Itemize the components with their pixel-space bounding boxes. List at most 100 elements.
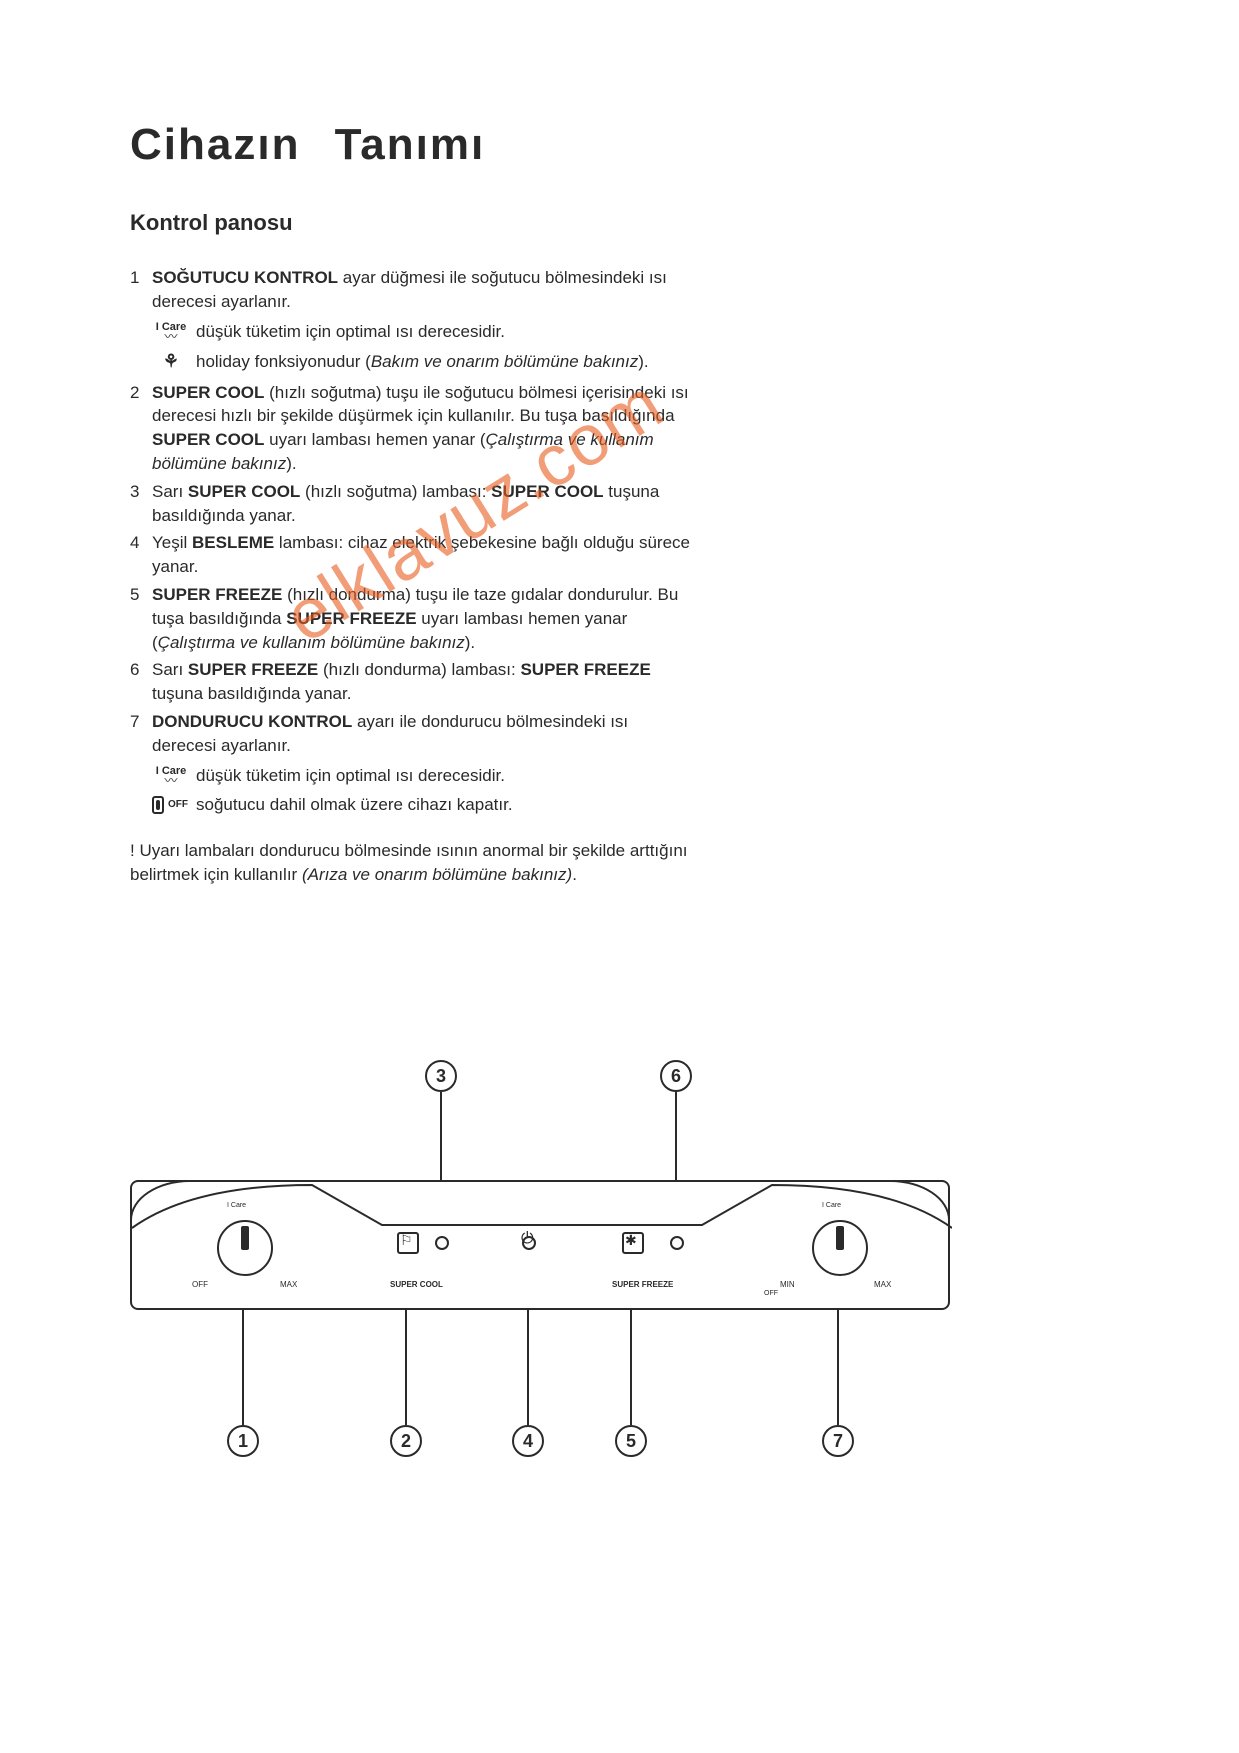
icare-icon: I Care 〰 bbox=[152, 322, 190, 341]
italic-text: (Arıza ve onarım bölümüne bakınız) bbox=[302, 865, 572, 884]
text: ). bbox=[286, 454, 296, 473]
top-callouts: 3 6 bbox=[130, 1060, 950, 1180]
callout-line bbox=[405, 1310, 407, 1425]
text: düşük tüketim için optimal ısı derecesid… bbox=[196, 320, 505, 344]
item-body: SUPER FREEZE (hızlı dondurma) tuşu ile t… bbox=[152, 583, 690, 654]
item-number: 1 bbox=[130, 266, 152, 314]
icare-note: I Care 〰 düşük tüketim için optimal ısı … bbox=[152, 320, 690, 344]
page-title: Cihazın Tanımı bbox=[130, 120, 1109, 170]
text: (hızlı dondurma) lambası: bbox=[318, 660, 520, 679]
warning-note: ! Uyarı lambaları dondurucu bölmesinde ı… bbox=[130, 839, 690, 887]
callout-3: 3 bbox=[425, 1060, 457, 1092]
bold-text: SUPER COOL bbox=[491, 482, 603, 501]
off-tiny-2: OFF bbox=[764, 1290, 778, 1297]
icare-tiny-2: I Care bbox=[822, 1202, 841, 1209]
content-list: 1 SOĞUTUCU KONTROL ayar düğmesi ile soğu… bbox=[130, 266, 690, 817]
text: . bbox=[572, 865, 577, 884]
snowflake-icon: ✱ bbox=[625, 1232, 637, 1249]
bold-text: SUPER FREEZE bbox=[520, 660, 650, 679]
text: düşük tüketim için optimal ısı derecesid… bbox=[196, 764, 505, 788]
bold-text: SUPER COOL bbox=[152, 430, 264, 449]
off-tiny: OFF bbox=[192, 1280, 208, 1289]
item-number: 4 bbox=[130, 531, 152, 579]
bold-text: SUPER COOL bbox=[188, 482, 300, 501]
bold-text: SUPER FREEZE bbox=[152, 585, 282, 604]
text: holiday fonksiyonudur (Bakım ve onarım b… bbox=[196, 350, 649, 374]
italic-text: Bakım ve onarım bölümüne bakınız bbox=[371, 352, 638, 371]
list-item: 6 Sarı SUPER FREEZE (hızlı dondurma) lam… bbox=[130, 658, 690, 706]
item-number: 2 bbox=[130, 381, 152, 476]
icare-note-2: I Care 〰 düşük tüketim için optimal ısı … bbox=[152, 764, 690, 788]
callout-4: 4 bbox=[512, 1425, 544, 1457]
icare-icon: I Care 〰 bbox=[152, 766, 190, 785]
callout-line bbox=[527, 1310, 529, 1425]
bold-text: SOĞUTUCU KONTROL bbox=[152, 268, 338, 287]
freezer-knob bbox=[812, 1220, 868, 1276]
callout-line bbox=[630, 1310, 632, 1425]
item-number: 7 bbox=[130, 710, 152, 758]
callout-line bbox=[837, 1310, 839, 1425]
bold-text: DONDURUCU KONTROL bbox=[152, 712, 352, 731]
callout-5: 5 bbox=[615, 1425, 647, 1457]
callout-line bbox=[440, 1092, 442, 1182]
holiday-icon: ⚘ bbox=[152, 349, 190, 374]
text: Sarı bbox=[152, 660, 188, 679]
item-body: Yeşil BESLEME lambası: cihaz elektrik şe… bbox=[152, 531, 690, 579]
list-item: 4 Yeşil BESLEME lambası: cihaz elektrik … bbox=[130, 531, 690, 579]
bold-text: BESLEME bbox=[192, 533, 274, 552]
bold-text: SUPER FREEZE bbox=[188, 660, 318, 679]
cooler-knob bbox=[217, 1220, 273, 1276]
supercool-led bbox=[435, 1236, 449, 1250]
callout-6: 6 bbox=[660, 1060, 692, 1092]
control-panel: I Care OFF MAX ⚐ SUPER COOL ⏻ ✱ SUPER FR… bbox=[130, 1180, 950, 1310]
bold-text: SUPER FREEZE bbox=[286, 609, 416, 628]
list-item: 7 DONDURUCU KONTROL ayarı ile dondurucu … bbox=[130, 710, 690, 758]
item-body: Sarı SUPER FREEZE (hızlı dondurma) lamba… bbox=[152, 658, 690, 706]
superfreeze-label: SUPER FREEZE bbox=[612, 1280, 673, 1289]
list-item: 2 SUPER COOL (hızlı soğutma) tuşu ile so… bbox=[130, 381, 690, 476]
callout-7: 7 bbox=[822, 1425, 854, 1457]
off-note: OFF soğutucu dahil olmak üzere cihazı ka… bbox=[152, 793, 690, 817]
icare-tiny: I Care bbox=[227, 1202, 246, 1209]
list-item: 1 SOĞUTUCU KONTROL ayar düğmesi ile soğu… bbox=[130, 266, 690, 314]
switch-icon bbox=[152, 796, 164, 814]
supercool-label: SUPER COOL bbox=[390, 1280, 443, 1289]
bottom-callouts: 1 2 4 5 7 bbox=[130, 1310, 950, 1470]
text: tuşuna basıldığında yanar. bbox=[152, 684, 351, 703]
holiday-note: ⚘ holiday fonksiyonudur (Bakım ve onarım… bbox=[152, 349, 690, 374]
callout-line bbox=[675, 1092, 677, 1182]
text: (hızlı soğutma) lambası: bbox=[300, 482, 491, 501]
off-icon: OFF bbox=[152, 796, 190, 814]
text: ). bbox=[465, 633, 475, 652]
text: soğutucu dahil olmak üzere cihazı kapatı… bbox=[196, 793, 513, 817]
callout-line bbox=[242, 1310, 244, 1425]
off-label: OFF bbox=[168, 798, 188, 812]
text: Sarı bbox=[152, 482, 188, 501]
item-number: 6 bbox=[130, 658, 152, 706]
item-body: DONDURUCU KONTROL ayarı ile dondurucu bö… bbox=[152, 710, 690, 758]
power-icon: ⏻ bbox=[521, 1230, 534, 1248]
text: ). bbox=[638, 352, 648, 371]
callout-1: 1 bbox=[227, 1425, 259, 1457]
text: uyarı lambası hemen yanar ( bbox=[264, 430, 485, 449]
callout-2: 2 bbox=[390, 1425, 422, 1457]
max-tiny: MAX bbox=[280, 1280, 297, 1289]
superfreeze-led bbox=[670, 1236, 684, 1250]
swoosh-icon: 〰 bbox=[152, 777, 190, 785]
section-subtitle: Kontrol panosu bbox=[130, 210, 1109, 236]
list-item: 3 Sarı SUPER COOL (hızlı soğutma) lambas… bbox=[130, 480, 690, 528]
italic-text: Çalıştırma ve kullanım bölümüne bakınız bbox=[158, 633, 465, 652]
item-body: SOĞUTUCU KONTROL ayar düğmesi ile soğutu… bbox=[152, 266, 690, 314]
min-tiny: MIN bbox=[780, 1280, 795, 1289]
swoosh-icon: 〰 bbox=[152, 333, 190, 341]
text: Yeşil bbox=[152, 533, 192, 552]
text: holiday fonksiyonudur ( bbox=[196, 352, 371, 371]
control-panel-diagram: 3 6 I Care OFF MAX ⚐ SUPER COOL ⏻ ✱ SUPE… bbox=[130, 1060, 950, 1470]
bold-text: SUPER COOL bbox=[152, 383, 264, 402]
item-number: 3 bbox=[130, 480, 152, 528]
item-body: SUPER COOL (hızlı soğutma) tuşu ile soğu… bbox=[152, 381, 690, 476]
flag-icon: ⚐ bbox=[400, 1232, 413, 1249]
list-item: 5 SUPER FREEZE (hızlı dondurma) tuşu ile… bbox=[130, 583, 690, 654]
max-tiny-2: MAX bbox=[874, 1280, 891, 1289]
item-number: 5 bbox=[130, 583, 152, 654]
